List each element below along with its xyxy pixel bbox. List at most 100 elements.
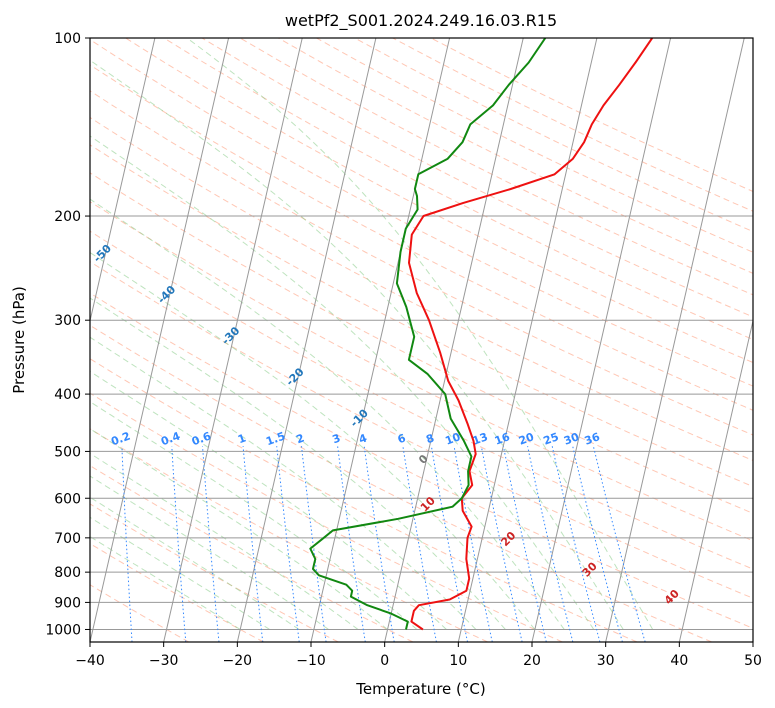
dry-adiabat-line — [163, 38, 753, 341]
y-axis: 1000 900 800 700 600 500 400 300 200 100 — [45, 31, 90, 638]
plot-frame — [89, 37, 754, 643]
isotherm-line — [678, 318, 753, 642]
mixing-ratio-label: 1.5 — [264, 429, 287, 448]
dry-adiabat-line — [90, 201, 753, 542]
mixing-ratio-line — [592, 446, 646, 642]
x-tick-label: 10 — [449, 653, 467, 669]
dry-adiabat-line — [90, 503, 339, 642]
isotherm-label: -50 — [91, 242, 114, 265]
x-axis-label: Temperature (°C) — [355, 680, 485, 698]
mixing-ratio-label: 36 — [583, 430, 602, 448]
x-tick-label: 0 — [380, 653, 389, 669]
isotherm-line — [457, 38, 598, 642]
moist-adiabat-line — [90, 401, 418, 630]
mixing-ratio-label: 10 — [443, 430, 462, 448]
mixing-ratio-line — [430, 446, 468, 642]
isotherm-label: -20 — [283, 365, 306, 388]
isotherm-label: -60 — [27, 200, 50, 223]
mixing-ratio-line — [402, 446, 437, 642]
dry-adiabat-line — [90, 292, 753, 629]
y-tick-label: 100 — [54, 31, 81, 47]
x-tick-label: 50 — [744, 653, 762, 669]
moist-adiabat-label: 30 — [580, 559, 600, 579]
dry-adiabat-line — [90, 261, 753, 599]
mixing-ratio-label: 0.4 — [159, 429, 182, 448]
moist-adiabat-line — [90, 135, 595, 630]
chart-title: wetPf2_S001.2024.249.16.03.R15 — [285, 11, 557, 31]
dry-adiabat-line — [90, 144, 753, 488]
mixing-ratio-line — [202, 446, 220, 642]
mixing-ratio-label: 1 — [236, 432, 248, 447]
moist-adiabat-line — [90, 535, 241, 630]
mixing-ratio-line — [551, 446, 601, 642]
temperature-profile-line — [408, 38, 654, 631]
y-axis-label: Pressure (hPa) — [10, 286, 28, 394]
isotherm-line — [310, 38, 451, 642]
moist-adiabat-line — [90, 336, 477, 630]
isotherm-line — [0, 38, 8, 642]
mixing-ratio-label: 8 — [424, 432, 436, 447]
x-tick-label: −40 — [75, 653, 105, 669]
x-tick-label: −20 — [223, 653, 253, 669]
mixing-ratio-line — [171, 446, 187, 642]
y-tick-label: 400 — [54, 387, 81, 403]
dry-adiabat-line — [90, 172, 753, 514]
x-tick-label: 20 — [523, 653, 541, 669]
moist-adiabat-line — [90, 251, 536, 630]
profile-series — [309, 38, 654, 631]
dry-adiabat-line — [90, 465, 414, 642]
mixing-ratio-label: 6 — [396, 431, 408, 446]
mixing-ratio-line — [527, 446, 574, 642]
mixing-ratio-line — [337, 446, 366, 642]
mixing-ratio-label: 30 — [562, 430, 581, 448]
moist-adiabat-label: 40 — [662, 587, 682, 607]
mixing-ratio-line — [242, 446, 264, 642]
x-tick-label: 40 — [670, 653, 688, 669]
y-tick-label: 900 — [54, 595, 81, 611]
dewpoint-profile-line — [309, 38, 547, 630]
isotherm-label: -30 — [219, 324, 242, 347]
moist-adiabat-line — [90, 370, 447, 630]
mixing-ratio-line — [121, 446, 133, 642]
mixing-ratio-line — [572, 446, 623, 642]
mixing-ratio-label: 4 — [357, 431, 369, 446]
dry-adiabat-line — [90, 358, 638, 642]
dry-adiabat-line — [90, 230, 753, 570]
moist-adiabat-line — [90, 428, 388, 630]
x-tick-label: 30 — [597, 653, 615, 669]
mixing-ratio-line — [480, 446, 523, 642]
mixing-ratio-label: 16 — [493, 430, 512, 448]
x-axis: −40 −30 −20 −10 0 10 20 30 40 50 — [75, 642, 762, 669]
mixing-ratio-labels: 0.1 0.2 0.4 0.6 1 1.5 2 3 4 6 8 10 13 16 20 25 30 36 — [109, 429, 602, 448]
y-tick-label: 500 — [54, 444, 81, 460]
moist-adiabat-line — [90, 475, 329, 630]
y-tick-label: 200 — [54, 209, 81, 225]
isotherm-label: -10 — [348, 406, 371, 429]
dry-adiabat-line — [201, 38, 753, 318]
mixing-ratio-line — [502, 446, 547, 642]
mixing-ratio-label: 0.2 — [109, 429, 132, 448]
isotherm-line — [752, 639, 753, 642]
y-tick-label: 800 — [54, 565, 81, 581]
dry-adiabat-line — [90, 116, 753, 462]
mixing-ratio-label: 3 — [331, 432, 343, 447]
dry-adiabat-line — [90, 39, 753, 387]
isotherm-line — [90, 38, 230, 642]
mixing-ratio-line — [276, 446, 300, 642]
mixing-ratio-line — [363, 446, 395, 642]
mixing-ratio-line — [301, 446, 327, 642]
isotherm-line — [531, 38, 672, 642]
moist-adiabat-line — [90, 59, 624, 630]
mixing-ratio-line — [453, 446, 493, 642]
y-tick-label: 600 — [54, 491, 81, 507]
isotherm-line — [384, 38, 524, 642]
plot-area: -100-90-80-70-60-50-40-30-20-100 0.10.20… — [0, 38, 753, 642]
isotherm-line — [163, 38, 303, 642]
isotherm-line — [90, 38, 156, 324]
dry-adiabat-line — [90, 324, 712, 642]
mixing-ratio-label: 0.6 — [190, 429, 213, 448]
isotherm-line — [605, 38, 745, 642]
moist-adiabat-line — [90, 198, 565, 630]
dry-adiabat-line — [316, 38, 753, 253]
